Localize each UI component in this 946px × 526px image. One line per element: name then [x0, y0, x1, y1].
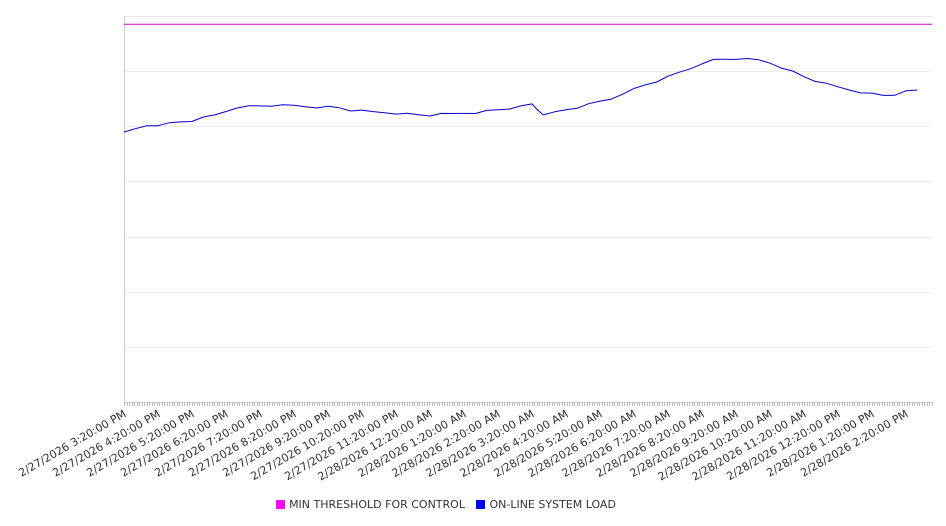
series-lines [123, 23, 932, 133]
legend-label-threshold: MIN THRESHOLD FOR CONTROL [289, 498, 465, 511]
system-load-line [123, 58, 918, 133]
threshold-swatch [276, 500, 286, 509]
x-minor-ticks [124, 402, 933, 406]
legend-item-load[interactable]: ON-LINE SYSTEM LOAD [476, 498, 616, 511]
legend: MIN THRESHOLD FOR CONTROL ON-LINE SYSTEM… [0, 498, 892, 511]
x-tick-labels: 2/27/2026 3:20:00 PM2/27/2026 4:20:00 PM… [16, 407, 910, 483]
grid-lines [124, 16, 932, 348]
load-swatch [476, 500, 486, 509]
legend-item-threshold[interactable]: MIN THRESHOLD FOR CONTROL [276, 498, 465, 511]
legend-label-load: ON-LINE SYSTEM LOAD [489, 498, 616, 511]
